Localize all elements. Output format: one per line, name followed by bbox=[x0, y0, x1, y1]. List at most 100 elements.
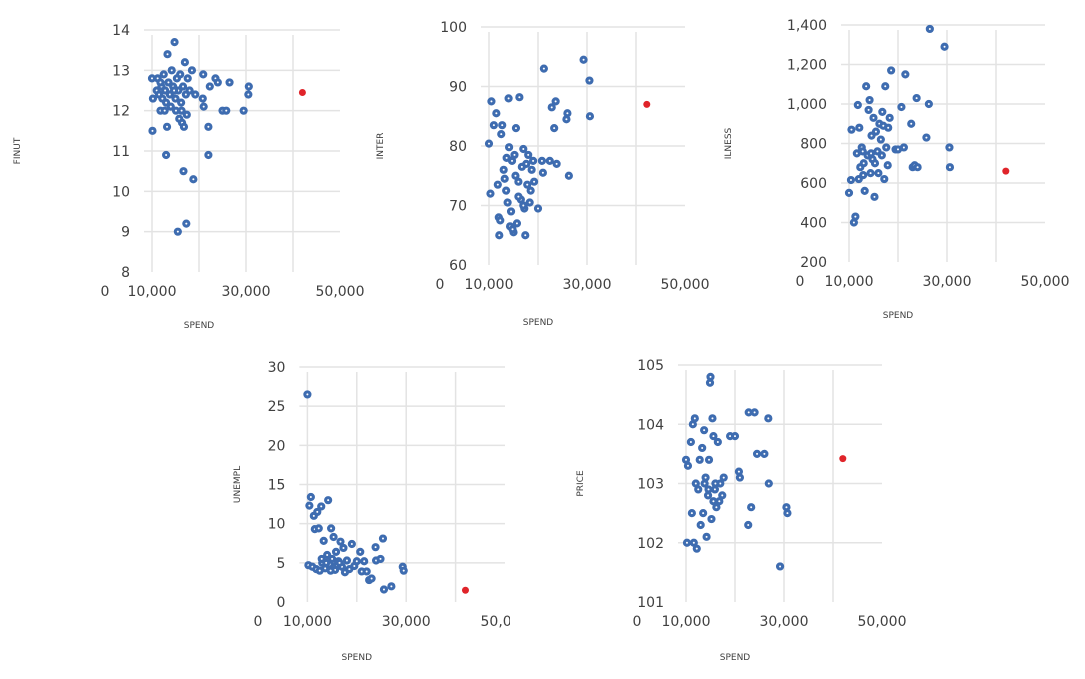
data-point-center bbox=[207, 125, 210, 128]
x-tick-label: 30,000 bbox=[760, 614, 809, 630]
y-tick-label: 8 bbox=[121, 265, 130, 281]
y-tick-label: 105 bbox=[637, 358, 664, 374]
data-point-center bbox=[750, 506, 753, 509]
x-tick-label: 10,000 bbox=[825, 274, 874, 290]
data-point-center bbox=[753, 411, 756, 414]
data-point-center bbox=[228, 81, 231, 84]
data-point-center bbox=[353, 564, 356, 567]
data-point-center bbox=[714, 482, 717, 485]
data-point-center bbox=[175, 77, 178, 80]
data-point-center bbox=[707, 488, 710, 491]
data-point-center bbox=[756, 452, 759, 455]
data-point-center bbox=[702, 512, 705, 515]
data-point-center bbox=[863, 189, 866, 192]
y-tick-label: 100 bbox=[440, 20, 467, 36]
data-point-center bbox=[495, 112, 498, 115]
x-tick-label: 30,000 bbox=[222, 284, 271, 300]
data-point-center bbox=[317, 527, 320, 530]
data-point-center bbox=[329, 569, 332, 572]
data-point-center bbox=[690, 512, 693, 515]
chart-finut: 8 9 10 11 12 13 14 0 10,000 30,000 50,000 SPEND FINU… bbox=[13, 23, 365, 331]
data-point-center bbox=[555, 162, 558, 165]
data-point-center bbox=[326, 554, 329, 556]
data-point-center bbox=[151, 129, 154, 132]
data-point-center bbox=[865, 85, 868, 88]
y-tick-label: 1,200 bbox=[787, 58, 827, 74]
data-point-center bbox=[943, 45, 946, 48]
data-point-center bbox=[532, 159, 535, 162]
data-point-center bbox=[738, 476, 741, 479]
chart-unempl: 0 5 10 15 20 25 30 0 10,000 30,000 50,000 SPEND UNEM… bbox=[233, 360, 510, 663]
data-point-center bbox=[320, 557, 323, 560]
data-point-center bbox=[948, 166, 951, 169]
x-tick-label: 30,000 bbox=[923, 274, 972, 290]
data-point-center bbox=[331, 557, 334, 560]
data-point-center bbox=[582, 58, 585, 61]
data-point-center bbox=[201, 97, 204, 100]
data-point-center bbox=[180, 101, 183, 104]
data-point-center bbox=[710, 518, 713, 521]
x-axis-title: SPEND bbox=[184, 321, 215, 331]
data-point-center bbox=[850, 128, 853, 131]
data-point-center bbox=[365, 570, 368, 573]
data-point-center bbox=[874, 130, 877, 133]
data-point-center bbox=[885, 146, 888, 149]
data-point-center bbox=[856, 103, 859, 106]
data-point-center bbox=[876, 150, 879, 153]
data-point-center bbox=[527, 153, 530, 156]
y-axis-title: INTER bbox=[376, 133, 386, 160]
data-point-center bbox=[868, 99, 871, 102]
highlight-point bbox=[298, 89, 306, 97]
data-point-center bbox=[882, 124, 885, 127]
data-point-center bbox=[170, 69, 173, 72]
data-point-center bbox=[185, 222, 188, 225]
data-point-center bbox=[869, 172, 872, 175]
data-point-center bbox=[186, 77, 189, 80]
data-point-center bbox=[345, 559, 348, 562]
data-point-center bbox=[540, 159, 543, 162]
data-point-center bbox=[168, 93, 171, 96]
data-point-center bbox=[883, 178, 886, 181]
data-point-center bbox=[184, 93, 187, 96]
data-point-center bbox=[712, 500, 715, 503]
data-point-center bbox=[174, 109, 177, 112]
data-point-center bbox=[370, 577, 373, 580]
data-point-center bbox=[505, 189, 508, 192]
data-point-center bbox=[881, 110, 884, 113]
data-point-center bbox=[502, 168, 505, 171]
data-point-center bbox=[697, 488, 700, 491]
y-axis-title: FINUT bbox=[13, 137, 23, 164]
data-point-center bbox=[692, 541, 695, 544]
data-point-center bbox=[879, 138, 882, 141]
data-point-center bbox=[691, 423, 694, 426]
x-axis-title: SPEND bbox=[720, 653, 751, 663]
data-point-center bbox=[182, 170, 185, 173]
data-point-center bbox=[526, 183, 529, 186]
data-point-center bbox=[870, 134, 873, 137]
y-axis-title: PRICE bbox=[576, 470, 586, 497]
x-tick-label: 30,000 bbox=[563, 277, 612, 293]
data-point-center bbox=[173, 89, 176, 92]
y-tick-label: 15 bbox=[268, 478, 286, 494]
data-point-center bbox=[165, 154, 168, 157]
x-tick-label: 50,000 bbox=[858, 614, 907, 630]
data-point-center bbox=[737, 470, 740, 473]
y-tick-label: 60 bbox=[449, 258, 467, 274]
y-tick-label: 25 bbox=[268, 399, 286, 415]
x-tick-label: 0 bbox=[633, 614, 642, 630]
data-point-center bbox=[511, 228, 514, 231]
data-point-center bbox=[848, 191, 850, 194]
data-point-center bbox=[348, 568, 351, 571]
data-point-center bbox=[322, 539, 325, 542]
data-point-center bbox=[192, 178, 195, 181]
data-point-center bbox=[686, 464, 689, 467]
data-point-center bbox=[338, 561, 341, 564]
data-point-center bbox=[163, 109, 166, 112]
data-point-center bbox=[704, 476, 707, 479]
data-point-center bbox=[785, 506, 788, 509]
data-point-center bbox=[550, 106, 553, 109]
data-point-center bbox=[503, 177, 506, 180]
data-point-center bbox=[309, 496, 312, 499]
data-point-center bbox=[522, 204, 525, 207]
data-point-center bbox=[159, 81, 162, 84]
